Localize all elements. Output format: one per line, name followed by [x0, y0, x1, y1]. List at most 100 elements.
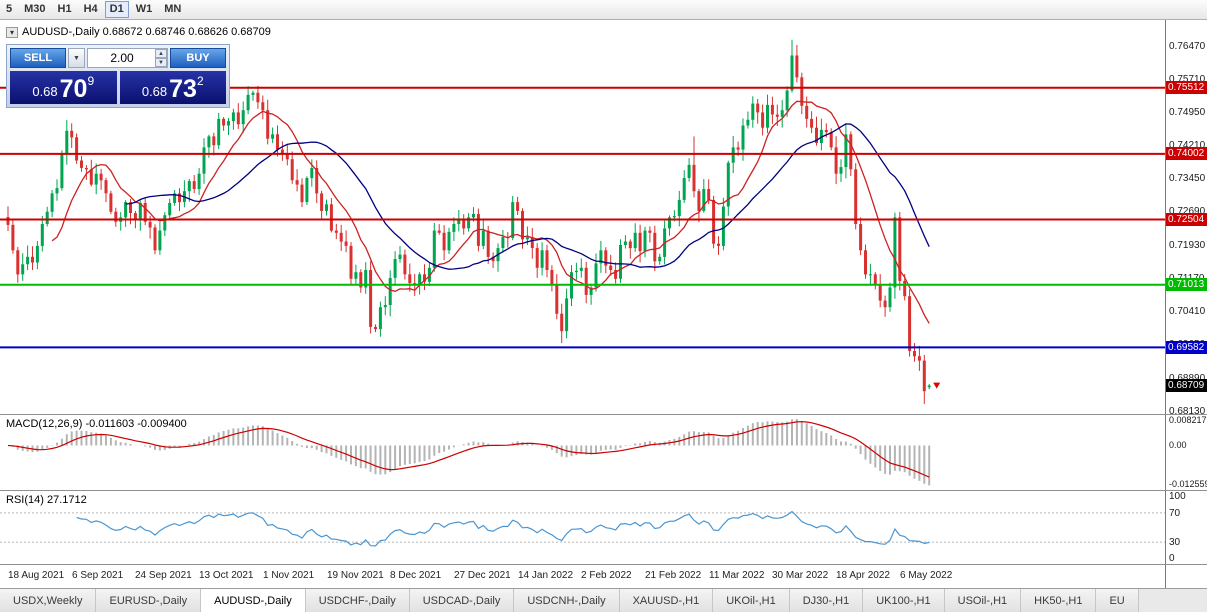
timeframe-h4-button[interactable]: H4 — [79, 1, 103, 18]
time-axis-label: 18 Aug 2021 — [8, 570, 65, 581]
tab-ukoil-h1[interactable]: UKOil-,H1 — [713, 589, 790, 612]
volume-box: ▲ ▼ — [87, 48, 168, 68]
time-axis-label: 8 Dec 2021 — [390, 570, 442, 581]
rsi-axis[interactable]: 100 70 30 0 — [1165, 491, 1207, 564]
buy-price-base: 0.68 — [141, 84, 168, 99]
trade-panel-prices: 0.68 70 9 0.68 73 2 — [10, 71, 226, 104]
macd-histogram — [11, 419, 931, 486]
ma-fast-line — [51, 100, 930, 324]
price-tick-label: 0.73450 — [1169, 173, 1206, 184]
timeframe-mn-button[interactable]: MN — [159, 1, 186, 18]
buy-button[interactable]: BUY — [170, 48, 226, 68]
macd-canvas[interactable] — [0, 415, 1165, 490]
sell-arrow-marker — [933, 382, 941, 389]
rsi-axis-label: 70 — [1169, 508, 1181, 519]
current-price-badge: 0.68709 — [1166, 379, 1207, 392]
order-type-dropdown[interactable]: ▼ — [68, 48, 85, 68]
buy-price-display[interactable]: 0.68 73 2 — [119, 71, 226, 104]
tab-dj30-h1[interactable]: DJ30-,H1 — [789, 589, 864, 612]
price-tick-label: 0.70410 — [1169, 306, 1206, 317]
tab-uk100-h1[interactable]: UK100-,H1 — [863, 589, 945, 612]
trade-panel-controls: SELL ▼ ▲ ▼ BUY — [10, 48, 226, 68]
timeframe-5-button[interactable]: 5 — [1, 1, 17, 18]
time-axis-label: 11 Mar 2022 — [709, 570, 765, 581]
timeframe-d1-button[interactable]: D1 — [104, 1, 129, 18]
tab-usoil-h1[interactable]: USOil-,H1 — [944, 589, 1022, 612]
buy-price-point: 2 — [196, 74, 204, 88]
chart-tabs-bar: USDX,Weekly EURUSD-,Daily AUDUSD-,Daily USD… — [0, 588, 1207, 612]
chevron-down-icon: ▼ — [73, 54, 80, 62]
timeframe-toolbar: 5 M30 H1 H4 D1 W1 MN — [0, 0, 1207, 20]
timeframe-h1-button[interactable]: H1 — [53, 1, 77, 18]
price-tick-label: 0.72690 — [1169, 206, 1206, 217]
main-chart-pane[interactable]: ▾ AUDUSD-,Daily 0.68672 0.68746 0.68626 … — [0, 20, 1165, 414]
chart-title: AUDUSD-,Daily 0.68672 0.68746 0.68626 0.… — [22, 26, 271, 38]
rsi-axis-label: 30 — [1169, 537, 1181, 548]
tab-usdcad-daily[interactable]: USDCAD-,Daily — [409, 589, 515, 612]
volume-input[interactable] — [87, 48, 168, 68]
tab-eu[interactable]: EU — [1096, 589, 1139, 612]
rsi-line — [76, 510, 930, 547]
macd-pane[interactable]: MACD(12,26,9) -0.011603 -0.009400 — [0, 415, 1165, 490]
main-pane-row: ▾ AUDUSD-,Daily 0.68672 0.68746 0.68626 … — [0, 20, 1207, 414]
tab-eurusd-daily[interactable]: EURUSD-,Daily — [96, 589, 202, 612]
one-click-trade-panel: SELL ▼ ▲ ▼ BUY 0.68709 — [6, 44, 230, 108]
rsi-pane[interactable]: RSI(14) 27.1712 — [0, 491, 1165, 564]
price-tick-label: 0.68890 — [1169, 373, 1205, 384]
tab-audusd-daily[interactable]: AUDUSD-,Daily — [201, 589, 306, 612]
macd-signal-line — [7, 421, 930, 478]
tab-usdcnh-daily[interactable]: USDCNH-,Daily — [514, 589, 620, 612]
time-axis-label: 21 Feb 2022 — [645, 570, 702, 581]
volume-spinner: ▲ ▼ — [155, 49, 167, 67]
price-level-badge: 0.69582 — [1166, 341, 1207, 354]
price-axis[interactable]: 0.76470 0.75710 0.74950 0.74210 0.73450 0.726… — [1165, 20, 1207, 414]
rsi-pane-row: RSI(14) 27.1712 100 70 30 0 — [0, 490, 1207, 564]
time-axis-row: 18 Aug 2021 6 Sep 2021 24 Sep 2021 13 Oct 2… — [0, 564, 1207, 588]
price-level-badge: 0.74002 — [1166, 147, 1207, 160]
tab-hk50-h1[interactable]: HK50-,H1 — [1021, 589, 1097, 612]
macd-pane-row: MACD(12,26,9) -0.011603 -0.009400 0.0082… — [0, 414, 1207, 490]
buy-price-pips: 73 — [169, 75, 197, 103]
time-axis-label: 30 Mar 2022 — [772, 570, 829, 581]
rsi-label: RSI(14) 27.1712 — [6, 494, 87, 506]
price-tick-label: 0.75710 — [1169, 74, 1206, 85]
sell-button[interactable]: SELL — [10, 48, 66, 68]
macd-axis[interactable]: 0.008217 0.00 -0.012559 — [1165, 415, 1207, 490]
volume-up-button[interactable]: ▲ — [155, 49, 167, 58]
sell-price-pips: 70 — [59, 75, 88, 103]
time-axis-label: 2 Feb 2022 — [581, 570, 632, 581]
timeframe-w1-button[interactable]: W1 — [131, 1, 158, 18]
price-tick-label: 0.68130 — [1169, 406, 1206, 414]
rsi-axis-label: 100 — [1169, 491, 1186, 502]
axis-corner — [1165, 565, 1207, 588]
price-level-badge: 0.75512 — [1166, 81, 1207, 94]
main-chart-canvas[interactable] — [0, 20, 1165, 414]
price-tick-label: 0.74950 — [1169, 107, 1206, 118]
time-axis-label: 6 May 2022 — [900, 570, 953, 581]
time-axis-label: 19 Nov 2021 — [327, 570, 384, 581]
time-axis-label: 13 Oct 2021 — [199, 570, 254, 581]
rsi-canvas[interactable] — [0, 491, 1165, 564]
price-tick-label: 0.74210 — [1169, 140, 1206, 151]
tab-usdchf-daily[interactable]: USDCHF-,Daily — [305, 589, 410, 612]
timeframe-m30-button[interactable]: M30 — [19, 1, 50, 18]
price-level-badge: 0.71013 — [1166, 278, 1207, 291]
price-level-badge: 0.72504 — [1166, 213, 1207, 226]
time-axis-label: 1 Nov 2021 — [263, 570, 315, 581]
time-axis-label: 6 Sep 2021 — [72, 570, 124, 581]
sell-price-display[interactable]: 0.68 70 9 — [10, 71, 117, 104]
sell-price-base: 0.68 — [32, 84, 58, 99]
time-axis[interactable]: 18 Aug 2021 6 Sep 2021 24 Sep 2021 13 Oct 2… — [0, 565, 1165, 588]
price-tick-label: 0.76470 — [1169, 41, 1206, 52]
time-axis-label: 27 Dec 2021 — [454, 570, 511, 581]
volume-down-button[interactable]: ▼ — [155, 58, 167, 67]
chart-area: ▾ AUDUSD-,Daily 0.68672 0.68746 0.68626 … — [0, 20, 1207, 588]
macd-axis-label: -0.012559 — [1169, 479, 1207, 489]
one-click-toggle-icon[interactable]: ▾ — [6, 26, 18, 38]
macd-label: MACD(12,26,9) -0.011603 -0.009400 — [6, 418, 187, 430]
time-axis-label: 24 Sep 2021 — [135, 570, 192, 581]
tab-usdx-weekly[interactable]: USDX,Weekly — [0, 589, 97, 612]
ma-slow-line — [125, 123, 930, 270]
tab-xauusd-h1[interactable]: XAUUSD-,H1 — [619, 589, 714, 612]
